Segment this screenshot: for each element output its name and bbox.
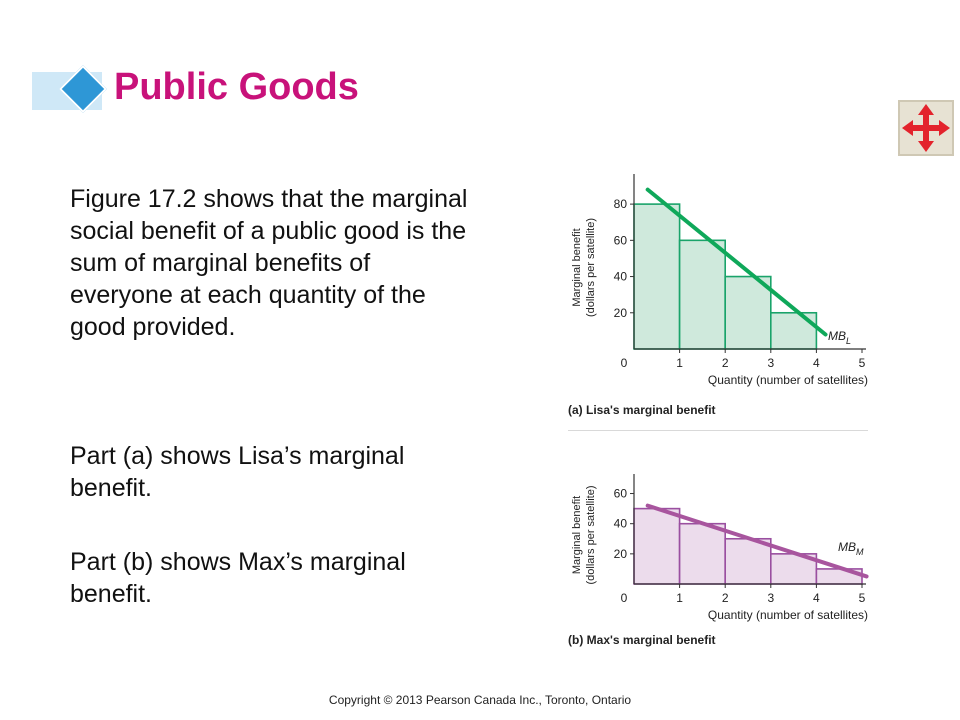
body-paragraph-intro: Figure 17.2 shows that the marginal soci… — [70, 185, 468, 341]
y-tick-label: 80 — [614, 197, 628, 211]
y-tick-label: 40 — [614, 517, 628, 531]
curve-label-main: MB — [828, 329, 846, 343]
chart-divider — [568, 430, 868, 431]
y-tick-label: 60 — [614, 487, 628, 501]
x-tick-label: 1 — [676, 356, 683, 370]
bar-1 — [633, 507, 681, 585]
marginal-benefit-line — [645, 503, 869, 579]
curve-label-subscript: M — [856, 547, 864, 557]
x-tick-label: 4 — [813, 591, 820, 605]
y-axis-title-line1: Marginal benefit — [571, 228, 583, 306]
four-way-arrows-icon[interactable] — [898, 100, 954, 156]
x-tick-label: 3 — [767, 591, 774, 605]
copyright-notice: Copyright © 2013 Pearson Canada Inc., To… — [328, 693, 632, 707]
x-tick-label: 3 — [767, 356, 774, 370]
bar-1 — [633, 203, 681, 350]
curve-label-main: MB — [838, 540, 856, 554]
marginal-benefit-line — [645, 187, 828, 337]
x-tick-label: 0 — [621, 591, 628, 605]
y-tick-label: 20 — [614, 306, 628, 320]
x-tick-label: 2 — [722, 356, 729, 370]
y-tick-label: 60 — [614, 233, 628, 247]
bar-2 — [678, 239, 726, 350]
four-way-arrows-glyph — [902, 104, 950, 152]
curve-label: MBM — [838, 540, 864, 557]
x-tick-label: 0 — [621, 356, 628, 370]
y-axis-title-line2: (dollars per satellite) — [585, 485, 597, 584]
y-axis-title-line2: (dollars per satellite) — [585, 218, 597, 317]
curve-label: MBL — [828, 329, 851, 346]
bar-3 — [724, 275, 772, 350]
x-axis-title: Quantity (number of satellites) — [708, 373, 868, 387]
chart-lisa-marginal-benefit: 20 40 60 80 0 1 2 3 4 5 MBL Quantity (number of sat… — [568, 174, 868, 417]
y-tick-label: 20 — [614, 547, 628, 561]
curve-label-subscript: L — [846, 336, 851, 346]
y-axis-title-line1: Marginal benefit — [571, 496, 583, 574]
page-title: Public Goods — [114, 66, 359, 108]
x-tick-label: 5 — [859, 356, 866, 370]
y-tick-label: 40 — [614, 270, 628, 284]
x-tick-label: 4 — [813, 356, 820, 370]
chart-caption: (b) Max's marginal benefit — [568, 633, 716, 647]
bar-2 — [678, 522, 726, 585]
x-tick-label: 2 — [722, 591, 729, 605]
body-paragraph-part-a: Part (a) shows Lisa’s marginal benefit. — [70, 442, 405, 502]
x-tick-label: 5 — [859, 591, 866, 605]
x-axis-title: Quantity (number of satellites) — [708, 608, 868, 622]
bar-3 — [724, 537, 772, 585]
x-tick-label: 1 — [676, 591, 683, 605]
body-paragraph-part-b: Part (b) shows Max’s marginal benefit. — [70, 548, 406, 608]
bar-4 — [770, 311, 818, 350]
chart-caption: (a) Lisa's marginal benefit — [568, 403, 716, 417]
chart-max-marginal-benefit: 20 40 60 0 1 2 3 4 5 MBM Quantity (number of satel… — [568, 474, 869, 647]
